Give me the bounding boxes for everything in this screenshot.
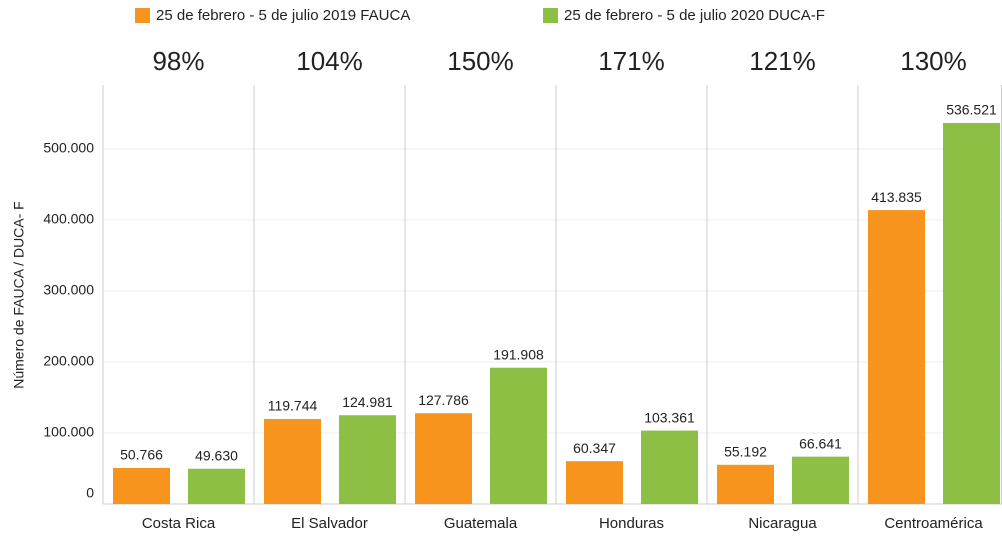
y-tick-label: 400.000	[43, 211, 94, 227]
annotation: 130%	[900, 46, 967, 76]
annotation: 104%	[296, 46, 363, 76]
y-axis-label: Número de FAUCA / DUCA- F	[11, 201, 27, 389]
x-tick-label: Guatemala	[444, 515, 518, 532]
y-tick-label: 500.000	[43, 140, 94, 156]
x-tick-label: Nicaragua	[748, 515, 817, 532]
legend-label: 25 de febrero - 5 de julio 2019 FAUCA	[156, 7, 410, 24]
annotation: 171%	[598, 46, 665, 76]
legend-label: 25 de febrero - 5 de julio 2020 DUCA-F	[564, 7, 825, 24]
bar	[415, 413, 472, 504]
x-tick-label: El Salvador	[291, 515, 368, 532]
x-tick-label: Costa Rica	[142, 515, 216, 532]
y-tick-label: 0	[86, 485, 94, 501]
bar	[717, 464, 774, 504]
bar	[943, 122, 1000, 504]
value-label: 413.835	[871, 189, 922, 205]
value-label: 124.981	[342, 394, 393, 410]
value-label: 103.361	[644, 409, 695, 425]
value-label: 191.908	[493, 346, 544, 362]
value-label: 49.630	[195, 447, 238, 463]
value-label: 55.192	[724, 444, 767, 460]
bar	[113, 467, 170, 504]
legend-swatch	[135, 8, 150, 23]
y-tick-label: 100.000	[43, 424, 94, 440]
y-tick-label: 300.000	[43, 282, 94, 298]
annotation: 98%	[152, 46, 204, 76]
bar	[490, 367, 547, 504]
value-label: 119.744	[268, 398, 318, 414]
value-label: 536.521	[946, 102, 997, 118]
value-label: 60.347	[573, 440, 616, 456]
bar	[641, 430, 698, 504]
value-label: 66.641	[799, 435, 842, 451]
annotation: 150%	[447, 46, 514, 76]
value-label: 50.766	[120, 447, 163, 463]
y-tick-label: 200.000	[43, 353, 94, 369]
bar	[339, 415, 396, 504]
legend-swatch	[543, 8, 558, 23]
bar	[868, 210, 925, 505]
annotation: 121%	[749, 46, 816, 76]
bar	[566, 461, 623, 504]
bar	[792, 456, 849, 504]
bar	[188, 468, 245, 504]
bar	[264, 418, 321, 504]
x-tick-label: Honduras	[599, 515, 664, 532]
x-tick-label: Centroamérica	[884, 515, 983, 532]
value-label: 127.786	[418, 392, 469, 408]
